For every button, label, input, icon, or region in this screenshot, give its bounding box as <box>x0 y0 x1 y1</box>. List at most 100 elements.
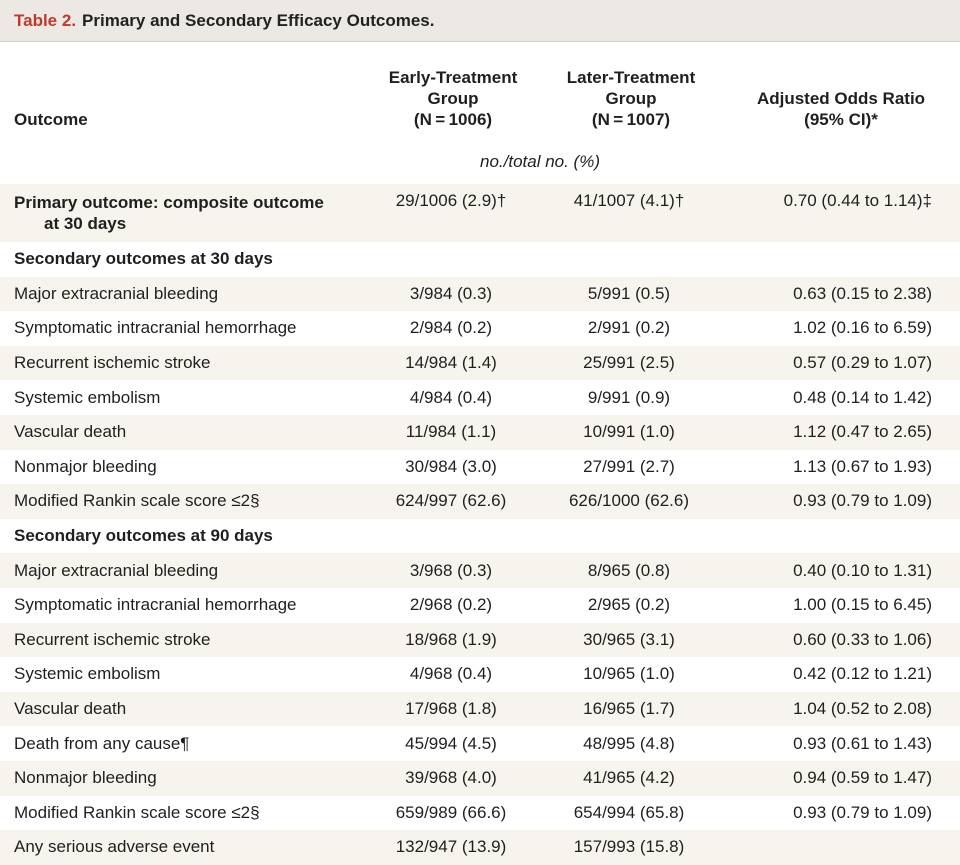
odds-ratio-value: 0.48 (0.14 to 1.42) <box>793 387 932 407</box>
row-label: Recurrent ischemic stroke <box>0 345 362 381</box>
early-value: 11/984 (1.1) <box>362 414 540 450</box>
early-value: 132/947 (13.9) <box>362 830 540 865</box>
header-or-line2: (95% CI)* <box>804 110 878 129</box>
early-value: 4/968 (0.4) <box>409 664 493 684</box>
early-value: 3/968 (0.3) <box>362 553 540 588</box>
row-label: Modified Rankin scale score ≤2§ <box>14 802 260 822</box>
table-row: Symptomatic intracranial hemorrhage 2/968… <box>0 588 960 623</box>
table-row: Nonmajor bleeding 39/968 (4.0) 41/965 (4.2… <box>0 760 960 796</box>
odds-ratio-value: 1.00 (0.15 to 6.45) <box>793 595 932 615</box>
row-label: Symptomatic intracranial hemorrhage <box>14 318 297 338</box>
odds-ratio-value: 0.63 (0.15 to 2.38) <box>718 276 960 312</box>
table-row: Recurrent ischemic stroke 18/968 (1.9) 30/… <box>0 622 960 658</box>
primary-label-line2: at 30 days <box>44 214 127 233</box>
later-value: 27/991 (2.7) <box>583 456 675 476</box>
odds-ratio-value: 0.94 (0.59 to 1.47) <box>718 760 960 796</box>
later-value: 30/965 (3.1) <box>540 622 718 658</box>
table-row: Modified Rankin scale score ≤2§ 659/989 (… <box>0 796 960 831</box>
later-value: 48/995 (4.8) <box>583 733 675 753</box>
early-value: 14/984 (1.4) <box>362 345 540 381</box>
row-label: Any serious adverse event <box>0 830 362 865</box>
section-90-days: Secondary outcomes at 90 days <box>0 519 960 554</box>
later-value: 5/991 (0.5) <box>540 276 718 312</box>
early-value: 4/984 (0.4) <box>409 387 493 407</box>
odds-ratio-value: 1.02 (0.16 to 6.59) <box>793 318 932 338</box>
table-row: Vascular death 17/968 (1.8) 16/965 (1.7) 1.… <box>0 691 960 727</box>
odds-ratio-value: 0.93 (0.61 to 1.43) <box>793 733 932 753</box>
odds-ratio-value <box>718 830 960 865</box>
row-label: Nonmajor bleeding <box>0 760 362 796</box>
header-row: Outcome Early-Treatment Group (N = 1006)… <box>0 42 960 142</box>
table-caption: Primary and Secondary Efficacy Outcomes. <box>82 10 435 30</box>
odds-ratio-value: 0.60 (0.33 to 1.06) <box>718 622 960 658</box>
odds-ratio-value: 0.93 (0.79 to 1.09) <box>718 484 960 519</box>
header-early-treatment: Early-Treatment Group (N = 1006) <box>362 42 540 142</box>
table-row: Systemic embolism 4/984 (0.4) 9/991 (0.9) 0… <box>0 380 960 415</box>
later-value: 654/994 (65.8) <box>573 802 685 822</box>
later-value: 626/1000 (62.6) <box>540 484 718 519</box>
table-number: Table 2. <box>14 10 77 30</box>
header-or-line1: Adjusted Odds Ratio <box>756 89 926 108</box>
table-row: Modified Rankin scale score ≤2§ 624/997 (… <box>0 484 960 519</box>
row-label: Modified Rankin scale score ≤2§ <box>0 484 362 519</box>
odds-ratio-value: 0.93 (0.79 to 1.09) <box>793 802 932 822</box>
table-row: Any serious adverse event 132/947 (13.9) 1… <box>0 830 960 865</box>
table-row: Death from any cause¶ 45/994 (4.5) 48/995 … <box>0 726 960 761</box>
row-label: Vascular death <box>0 691 362 727</box>
early-value: 45/994 (4.5) <box>405 733 497 753</box>
table-row: Symptomatic intracranial hemorrhage 2/984… <box>0 311 960 346</box>
table-row: Systemic embolism 4/968 (0.4) 10/965 (1.0)… <box>0 657 960 692</box>
header-later-line2: Group <box>605 89 657 108</box>
header-early-line2: Group <box>427 89 479 108</box>
odds-ratio-value: 1.12 (0.47 to 2.65) <box>718 414 960 450</box>
later-value: 2/991 (0.2) <box>587 318 671 338</box>
row-label: Major extracranial bleeding <box>0 276 362 312</box>
table-row: Major extracranial bleeding 3/984 (0.3) 5/… <box>0 276 960 312</box>
later-value: 10/965 (1.0) <box>583 664 675 684</box>
early-value: 30/984 (3.0) <box>405 456 497 476</box>
early-value: 659/989 (66.6) <box>395 802 507 822</box>
early-value: 3/984 (0.3) <box>362 276 540 312</box>
header-early-line3: (N = 1006) <box>413 110 493 129</box>
odds-ratio-value: 0.57 (0.29 to 1.07) <box>718 345 960 381</box>
odds-ratio-value: 0.40 (0.10 to 1.31) <box>718 553 960 588</box>
section-30-label: Secondary outcomes at 30 days <box>14 249 273 269</box>
later-value: 2/965 (0.2) <box>587 595 671 615</box>
header-early-line1: Early-Treatment <box>388 68 518 87</box>
later-value: 157/993 (15.8) <box>540 830 718 865</box>
units-label: no./total no. (%) <box>479 152 600 171</box>
primary-early-value: 29/1006 (2.9)† <box>362 184 540 242</box>
section-30-days: Secondary outcomes at 30 days <box>0 242 960 277</box>
header-later-line3: (N = 1007) <box>591 110 671 129</box>
early-value: 2/968 (0.2) <box>409 595 493 615</box>
section-90-label: Secondary outcomes at 90 days <box>14 526 273 546</box>
row-label: Symptomatic intracranial hemorrhage <box>14 595 297 615</box>
early-value: 18/968 (1.9) <box>362 622 540 658</box>
primary-outcome-label: Primary outcome: composite outcome at 30… <box>0 184 362 242</box>
later-value: 8/965 (0.8) <box>540 553 718 588</box>
primary-outcome-row: Primary outcome: composite outcome at 30… <box>0 184 960 242</box>
row-label: Death from any cause¶ <box>14 733 190 753</box>
table-row: Recurrent ischemic stroke 14/984 (1.4) 25/… <box>0 345 960 381</box>
table-row: Vascular death 11/984 (1.1) 10/991 (1.0) 1.… <box>0 414 960 450</box>
table-title: Table 2. Primary and Secondary Efficacy … <box>0 0 960 42</box>
efficacy-outcomes-table: Outcome Early-Treatment Group (N = 1006)… <box>0 42 960 865</box>
later-value: 25/991 (2.5) <box>540 345 718 381</box>
row-label: Systemic embolism <box>14 387 161 407</box>
row-label: Vascular death <box>0 414 362 450</box>
primary-label-line1: Primary outcome: composite outcome <box>14 193 324 212</box>
later-value: 41/965 (4.2) <box>540 760 718 796</box>
header-later-treatment: Later-Treatment Group (N = 1007) <box>540 42 718 142</box>
early-value: 624/997 (62.6) <box>362 484 540 519</box>
row-label: Nonmajor bleeding <box>14 456 157 476</box>
early-value: 39/968 (4.0) <box>362 760 540 796</box>
primary-odds-ratio: 0.70 (0.44 to 1.14)‡ <box>718 184 960 242</box>
early-value: 2/984 (0.2) <box>409 318 493 338</box>
odds-ratio-value: 0.42 (0.12 to 1.21) <box>793 664 932 684</box>
header-later-line1: Later-Treatment <box>566 68 696 87</box>
early-value: 17/968 (1.8) <box>362 691 540 727</box>
primary-later-value: 41/1007 (4.1)† <box>540 184 718 242</box>
row-label: Major extracranial bleeding <box>0 553 362 588</box>
header-outcome: Outcome <box>14 110 88 129</box>
odds-ratio-value: 1.13 (0.67 to 1.93) <box>793 456 932 476</box>
